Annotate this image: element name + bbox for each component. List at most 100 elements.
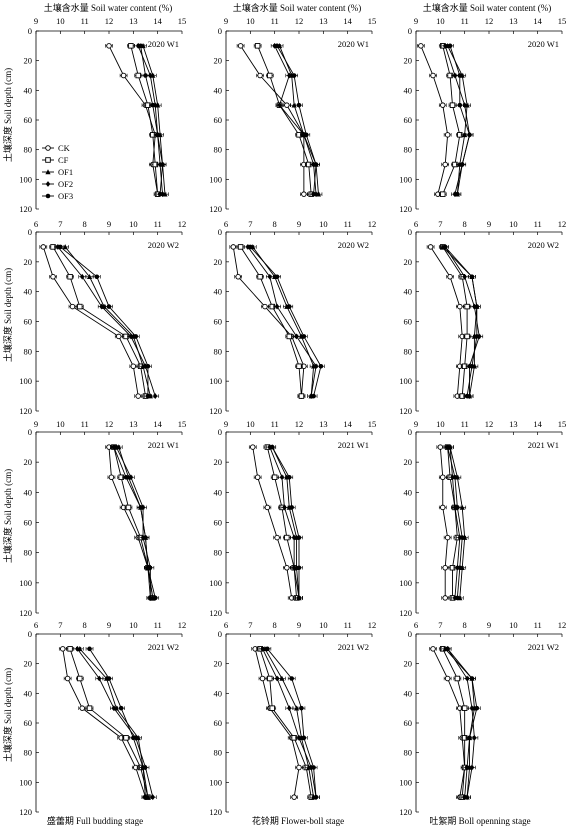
- x-tick-label: 10: [129, 620, 138, 630]
- series-line: [247, 246, 317, 397]
- data-point-ck-50: [440, 504, 446, 511]
- panel-label: 2020 W1: [148, 39, 179, 49]
- series-line: [449, 45, 471, 195]
- series-line: [254, 648, 300, 798]
- data-point-ck-30: [447, 274, 453, 280]
- x-tick-label: 15: [368, 16, 377, 26]
- data-point-of3-10: [87, 646, 92, 652]
- x-tick-label: 10: [319, 620, 328, 630]
- series-line: [442, 648, 466, 798]
- y-tick-label: 20: [24, 56, 33, 66]
- panel-label: 2020 W2: [528, 240, 559, 250]
- data-point-of3-110: [455, 595, 460, 601]
- data-point-of3-110: [143, 794, 148, 800]
- series-line: [142, 45, 166, 195]
- series-line: [447, 45, 468, 195]
- series-line: [42, 246, 139, 397]
- y-tick-label: 40: [404, 85, 413, 95]
- y-tick-label: 100: [209, 174, 222, 184]
- data-point-of3-110: [145, 393, 151, 399]
- data-point-of2-30: [452, 72, 458, 79]
- data-point-cf-90: [296, 363, 302, 370]
- data-point-of3-30: [452, 474, 458, 480]
- data-point-of3-110: [296, 595, 302, 601]
- y-tick-label: 100: [399, 578, 412, 588]
- x-tick-label: 14: [153, 419, 162, 429]
- series-line: [240, 45, 305, 195]
- series-line: [420, 45, 449, 195]
- legend-label-of3: OF3: [58, 191, 73, 201]
- data-point-of3-30: [123, 474, 129, 480]
- x-tick-label: 13: [129, 16, 138, 26]
- series-cf: [256, 646, 315, 800]
- data-point-of3-110: [311, 191, 316, 197]
- data-point-cf-30: [67, 274, 73, 280]
- data-point-of3-90: [457, 565, 463, 571]
- x-tick-label: 13: [319, 419, 328, 429]
- data-point-of3-90: [311, 765, 316, 770]
- series-of1: [268, 444, 303, 601]
- panel-label: 2020 W1: [338, 39, 369, 49]
- y-tick-label: 100: [399, 174, 412, 184]
- legend: CK CF OF1 OF2 OF3: [42, 143, 73, 201]
- y-tick-label: 80: [404, 548, 413, 558]
- data-point-ck-10: [427, 244, 434, 250]
- series-line: [79, 648, 149, 798]
- series-ck: [236, 43, 308, 197]
- x-tick-label: 12: [295, 16, 304, 26]
- x-tick-label: 13: [319, 16, 328, 26]
- data-point-of3-30: [469, 676, 475, 681]
- data-point-of3-10: [269, 444, 275, 450]
- data-point-of2-90: [469, 764, 475, 771]
- x-tick-label: 12: [558, 219, 567, 229]
- series-line: [264, 648, 315, 798]
- data-point-cf-30: [267, 72, 273, 79]
- data-point-ck-30: [120, 72, 127, 79]
- top-axis-title-col1: 土壤含水量 Soil water content (%): [44, 2, 172, 13]
- data-point-of3-90: [318, 363, 324, 369]
- series-line: [262, 648, 317, 798]
- data-point-ck-90: [130, 363, 137, 370]
- x-tick-label: 12: [368, 620, 377, 630]
- data-point-of2-30: [286, 72, 292, 79]
- data-point-ck-30: [64, 675, 71, 682]
- series-line: [118, 446, 154, 598]
- data-point-of3-10: [274, 43, 280, 49]
- series-of3: [446, 43, 474, 197]
- data-point-of3-30: [457, 73, 463, 78]
- x-tick-label: 7: [248, 219, 252, 229]
- stage-label-3: 吐絮期 Boll openning stage: [429, 815, 530, 826]
- series-line: [274, 45, 317, 195]
- x-tick-label: 7: [438, 620, 442, 630]
- y-tick-label: 100: [209, 376, 222, 386]
- data-point-of3-110: [464, 393, 470, 399]
- x-tick-label: 11: [271, 419, 279, 429]
- y-tick-label: 60: [214, 518, 223, 528]
- x-tick-label: 12: [105, 419, 114, 429]
- data-point-ck-30: [254, 474, 261, 481]
- panel-label: 2021 W1: [148, 440, 179, 450]
- y-tick-label: 60: [24, 317, 33, 327]
- x-tick-label: 11: [461, 16, 469, 26]
- x-tick-label: 14: [343, 419, 352, 429]
- panel-r3-c3: 9 10 11 12 13 14 15 0 20 40 60 80 100 120 2021 W1: [399, 419, 566, 618]
- panel-label: 2020 W2: [338, 240, 369, 250]
- x-tick-label: 9: [297, 620, 301, 630]
- data-point-of3-110: [313, 794, 319, 800]
- series-of3: [443, 444, 467, 601]
- y-tick-label: 120: [209, 204, 222, 214]
- data-point-of3-110: [462, 794, 467, 800]
- x-tick-label: 14: [343, 16, 352, 26]
- data-point-of3-10: [445, 444, 450, 450]
- series-line: [69, 648, 149, 798]
- data-point-of3-10: [248, 244, 253, 250]
- x-tick-label: 14: [533, 419, 542, 429]
- data-point-ck-50: [262, 303, 268, 310]
- x-tick-label: 7: [438, 219, 442, 229]
- y-tick-label: 40: [214, 287, 223, 297]
- series-of3: [85, 646, 150, 800]
- y-tick-label: 20: [214, 56, 223, 66]
- y-tick-label: 80: [214, 346, 223, 356]
